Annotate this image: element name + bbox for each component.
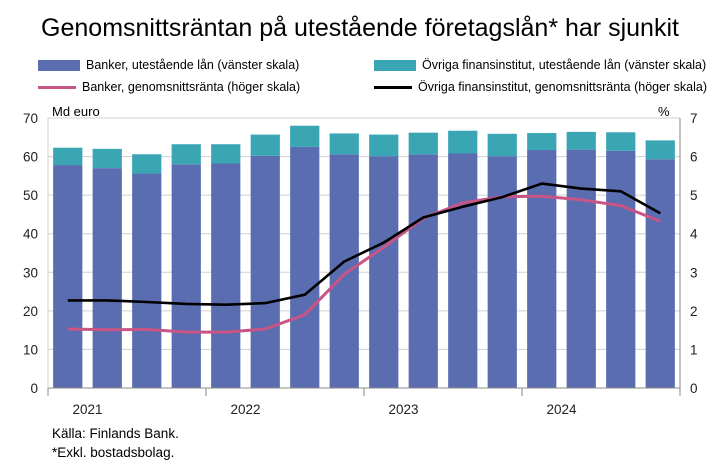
line-banks-rate bbox=[67, 194, 661, 334]
y-left-tick-label: 60 bbox=[23, 150, 38, 165]
y-left-tick-label: 70 bbox=[23, 111, 38, 126]
bar-banks-loans bbox=[606, 150, 636, 388]
bar-other-loans bbox=[250, 134, 280, 156]
y-left-tick-label: 20 bbox=[23, 304, 38, 319]
legend-swatch-other-loans bbox=[374, 59, 416, 71]
bar-other-loans bbox=[53, 147, 83, 166]
x-tick-label: 2024 bbox=[546, 402, 577, 417]
bar-other-loans bbox=[132, 154, 162, 174]
bar-banks-loans bbox=[171, 164, 201, 388]
x-tick-label: 2022 bbox=[230, 402, 260, 417]
bar-banks-loans bbox=[369, 156, 399, 388]
legend-swatch-banks-loans bbox=[38, 59, 80, 71]
bar-other-loans bbox=[645, 140, 675, 160]
bar-other-loans bbox=[211, 144, 241, 164]
legend-label-banks-rate: Banker, genomsnittsränta (höger skala) bbox=[82, 80, 301, 94]
bar-banks-loans bbox=[211, 163, 241, 388]
y-right-tick-label: 2 bbox=[690, 304, 698, 319]
left-axis-unit: Md euro bbox=[52, 104, 100, 119]
legend-label-banks-loans: Banker, utestående lån (vänster skala) bbox=[86, 58, 300, 72]
y-right-tick-label: 7 bbox=[690, 111, 698, 126]
bar-banks-loans bbox=[645, 159, 675, 388]
bar-other-loans bbox=[606, 132, 636, 151]
bar-banks-loans bbox=[527, 150, 557, 388]
y-right-tick-label: 0 bbox=[690, 381, 698, 396]
y-left-tick-label: 50 bbox=[23, 188, 38, 203]
bar-banks-loans bbox=[408, 154, 438, 388]
bar-other-loans bbox=[408, 132, 438, 155]
legend-swatch-banks-rate bbox=[38, 85, 76, 89]
bar-banks-loans bbox=[250, 155, 280, 388]
bar-banks-loans bbox=[92, 168, 122, 388]
legend-item-other-rate: Övriga finansinstitut, genomsnittsränta … bbox=[374, 80, 707, 94]
bar-other-loans bbox=[566, 131, 596, 150]
bar-other-loans bbox=[92, 148, 122, 169]
line-other-rate bbox=[67, 182, 661, 307]
y-left-tick-label: 40 bbox=[23, 227, 38, 242]
y-left-tick-label: 0 bbox=[30, 381, 38, 396]
bar-other-loans bbox=[171, 144, 201, 165]
y-left-tick-label: 30 bbox=[23, 265, 38, 280]
legend-swatch-other-rate bbox=[374, 85, 412, 89]
footnote: *Exkl. bostadsbolag. bbox=[52, 445, 175, 460]
x-tick-label: 2023 bbox=[388, 402, 418, 417]
legend-item-banks-loans: Banker, utestående lån (vänster skala) bbox=[38, 58, 299, 72]
bar-other-loans bbox=[290, 125, 320, 147]
bar-other-loans bbox=[487, 133, 517, 157]
bar-other-loans bbox=[527, 133, 557, 151]
y-right-tick-label: 3 bbox=[690, 265, 698, 280]
bar-banks-loans bbox=[132, 173, 162, 388]
y-left-tick-label: 10 bbox=[23, 342, 38, 357]
bar-banks-loans bbox=[487, 156, 517, 388]
legend-label-other-rate: Övriga finansinstitut, genomsnittsränta … bbox=[418, 80, 708, 94]
bar-banks-loans bbox=[290, 146, 320, 388]
y-right-tick-label: 6 bbox=[690, 150, 698, 165]
bar-banks-loans bbox=[53, 165, 83, 388]
bar-banks-loans bbox=[448, 153, 478, 388]
y-right-tick-label: 4 bbox=[690, 227, 698, 242]
y-right-tick-label: 1 bbox=[690, 342, 698, 357]
bar-banks-loans bbox=[566, 149, 596, 388]
legend-item-banks-rate: Banker, genomsnittsränta (höger skala) bbox=[38, 80, 300, 94]
chart-title: Genomsnittsräntan på utestående företags… bbox=[41, 14, 679, 42]
bar-other-loans bbox=[448, 130, 478, 154]
legend-label-other-loans: Övriga finansinstitut, utestående lån (v… bbox=[422, 58, 707, 72]
right-axis-unit: % bbox=[658, 104, 670, 119]
x-tick-label: 2021 bbox=[72, 402, 102, 417]
y-right-tick-label: 5 bbox=[690, 188, 698, 203]
bar-other-loans bbox=[329, 133, 359, 155]
legend-item-other-loans: Övriga finansinstitut, utestående lån (v… bbox=[374, 58, 706, 72]
bar-other-loans bbox=[369, 134, 399, 157]
legend: Banker, utestående lån (vänster skala) Ö… bbox=[38, 58, 708, 102]
source-note: Källa: Finlands Bank. bbox=[52, 426, 179, 441]
